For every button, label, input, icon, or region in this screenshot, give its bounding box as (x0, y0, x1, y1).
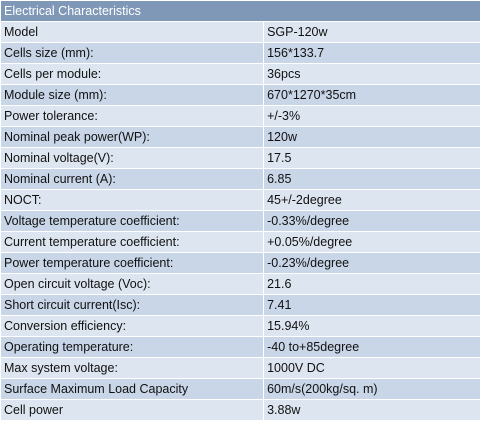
row-label: Nominal voltage(V): (0, 147, 265, 169)
table-row: Current temperature coefficient: +0.05%/d… (0, 231, 481, 253)
row-value: 17.5 (263, 147, 481, 169)
row-label: Cells per module: (0, 63, 265, 85)
row-value: 36pcs (263, 63, 481, 85)
table-row: Surface Maximum Load Capacity 60m/s(200kg… (0, 378, 481, 400)
row-value: 60m/s(200kg/sq. m) (263, 378, 481, 400)
table-row: Nominal voltage(V): 17.5 (0, 147, 481, 169)
row-label: Voltage temperature coefficient: (0, 210, 265, 232)
table-row: Power tolerance: +/-3% (0, 105, 481, 127)
row-value: 45+/-2degree (263, 189, 481, 211)
row-label: Operating temperature: (0, 336, 265, 358)
row-value: -40 to+85degree (263, 336, 481, 358)
row-label: Surface Maximum Load Capacity (0, 378, 265, 400)
table-row: Max system voltage: 1000V DC (0, 357, 481, 379)
table-row: Voltage temperature coefficient: -0.33%/d… (0, 210, 481, 232)
row-label: Cells size (mm): (0, 42, 265, 64)
table-row: Nominal peak power(WP): 120w (0, 126, 481, 148)
row-value: 7.41 (263, 294, 481, 316)
table-row: Short circuit current(Isc): 7.41 (0, 294, 481, 316)
row-label: Cell power (0, 399, 265, 421)
row-value: 21.6 (263, 273, 481, 295)
table-row: Module size (mm): 670*1270*35cm (0, 84, 481, 106)
row-value: 120w (263, 126, 481, 148)
row-value: +0.05%/degree (263, 231, 481, 253)
row-value: 6.85 (263, 168, 481, 190)
row-label: Power temperature coefficient: (0, 252, 265, 274)
row-label: Nominal current (A): (0, 168, 265, 190)
row-value: 3.88w (263, 399, 481, 421)
row-value: +/-3% (263, 105, 481, 127)
row-value: 670*1270*35cm (263, 84, 481, 106)
table-row: Cell power 3.88w (0, 399, 481, 421)
row-label: Current temperature coefficient: (0, 231, 265, 253)
row-label: Nominal peak power(WP): (0, 126, 265, 148)
row-label: Short circuit current(Isc): (0, 294, 265, 316)
table-header-row: Electrical Characteristics (0, 0, 481, 22)
table-row: Power temperature coefficient: -0.23%/deg… (0, 252, 481, 274)
row-label: Open circuit voltage (Voc): (0, 273, 265, 295)
row-value: 1000V DC (263, 357, 481, 379)
row-label: Power tolerance: (0, 105, 265, 127)
row-label: Conversion efficiency: (0, 315, 265, 337)
table-title: Electrical Characteristics (0, 0, 481, 22)
table-row: NOCT: 45+/-2degree (0, 189, 481, 211)
table-body: Model SGP-120w Cells size (mm): 156*133.7 Ce… (0, 21, 481, 421)
table-row: Cells per module: 36pcs (0, 63, 481, 85)
row-value: 156*133.7 (263, 42, 481, 64)
row-label: Module size (mm): (0, 84, 265, 106)
table-row: Cells size (mm): 156*133.7 (0, 42, 481, 64)
row-value: SGP-120w (263, 21, 481, 43)
table-row: Model SGP-120w (0, 21, 481, 43)
row-value: -0.33%/degree (263, 210, 481, 232)
table-row: Conversion efficiency: 15.94% (0, 315, 481, 337)
row-label: Max system voltage: (0, 357, 265, 379)
table-row: Operating temperature: -40 to+85degree (0, 336, 481, 358)
table-row: Nominal current (A): 6.85 (0, 168, 481, 190)
row-label: NOCT: (0, 189, 265, 211)
row-value: 15.94% (263, 315, 481, 337)
table-row: Open circuit voltage (Voc): 21.6 (0, 273, 481, 295)
row-label: Model (0, 21, 265, 43)
row-value: -0.23%/degree (263, 252, 481, 274)
